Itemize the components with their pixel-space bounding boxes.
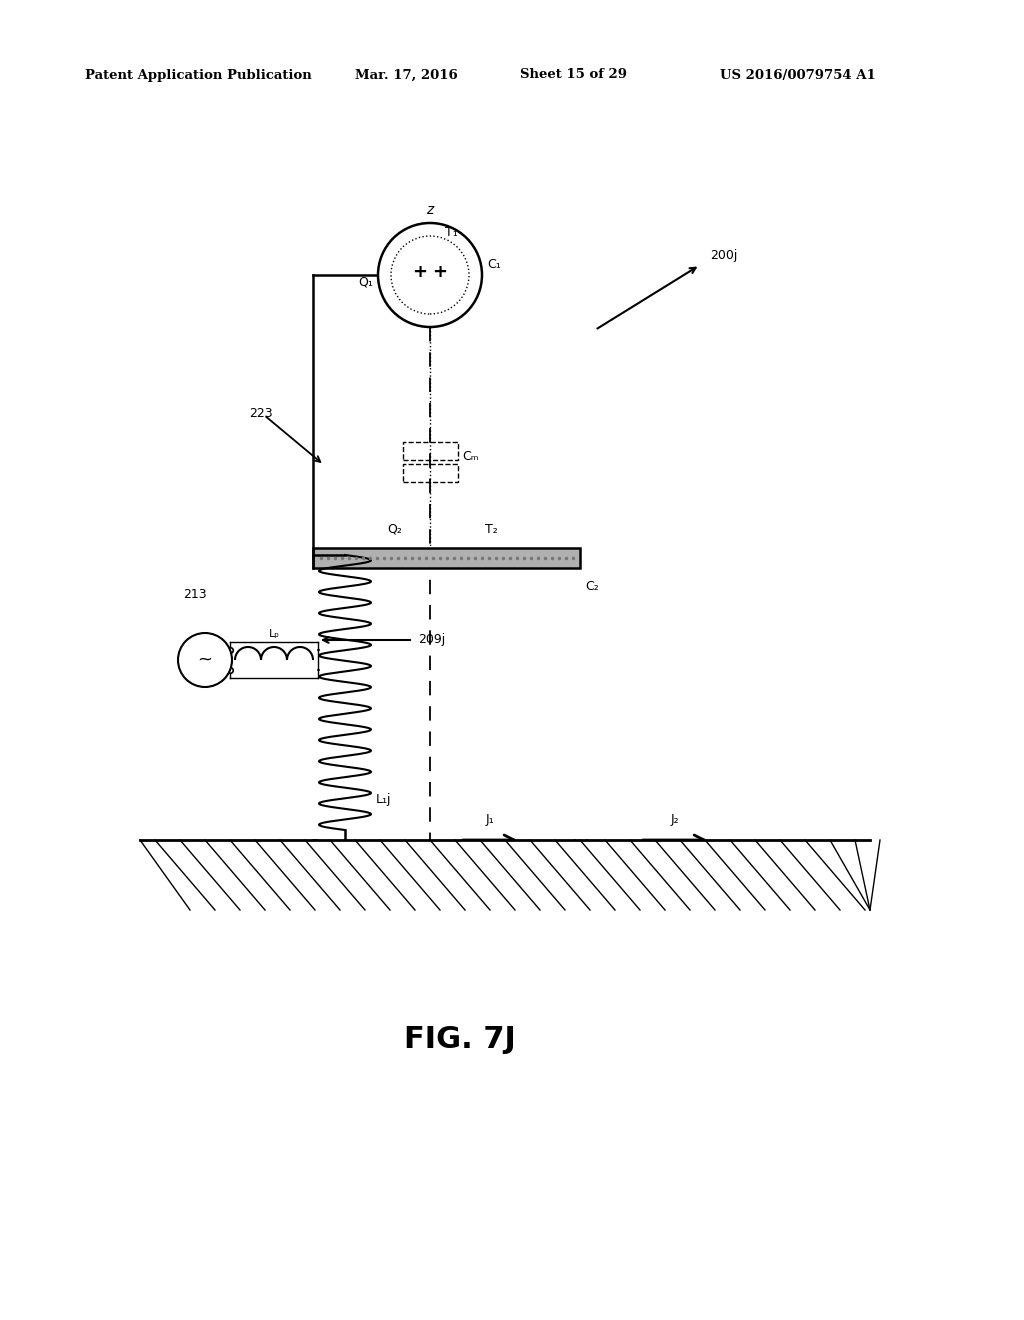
Bar <box>313 548 580 568</box>
Text: T₁: T₁ <box>445 226 458 239</box>
Text: US 2016/0079754 A1: US 2016/0079754 A1 <box>720 69 876 82</box>
Text: 200j: 200j <box>710 248 737 261</box>
Text: 209j: 209j <box>418 634 445 647</box>
Text: +: + <box>413 263 427 281</box>
Text: C₂: C₂ <box>585 579 599 593</box>
Bar <box>402 442 458 459</box>
Text: Sheet 15 of 29: Sheet 15 of 29 <box>520 69 627 82</box>
Text: Patent Application Publication: Patent Application Publication <box>85 69 311 82</box>
Text: C₁: C₁ <box>487 259 501 272</box>
Text: ~: ~ <box>198 651 213 669</box>
Text: +: + <box>432 263 447 281</box>
Bar <box>140 840 870 909</box>
Text: J₂: J₂ <box>671 813 679 826</box>
Text: T₂: T₂ <box>485 523 498 536</box>
Text: 213: 213 <box>183 587 207 601</box>
Text: Q₂: Q₂ <box>387 523 402 536</box>
Text: z: z <box>426 203 433 216</box>
Text: Cₘ: Cₘ <box>463 450 479 462</box>
Text: Q₁: Q₁ <box>358 276 373 289</box>
Text: J₁: J₁ <box>485 813 495 826</box>
Text: Lₚ: Lₚ <box>268 630 280 639</box>
Text: 203: 203 <box>248 858 272 871</box>
Text: L₁j: L₁j <box>376 793 391 807</box>
Circle shape <box>378 223 482 327</box>
Bar <box>402 465 458 482</box>
Text: Mar. 17, 2016: Mar. 17, 2016 <box>355 69 458 82</box>
Text: FIG. 7J: FIG. 7J <box>404 1026 516 1055</box>
Circle shape <box>178 634 232 686</box>
Text: 223: 223 <box>249 407 272 420</box>
